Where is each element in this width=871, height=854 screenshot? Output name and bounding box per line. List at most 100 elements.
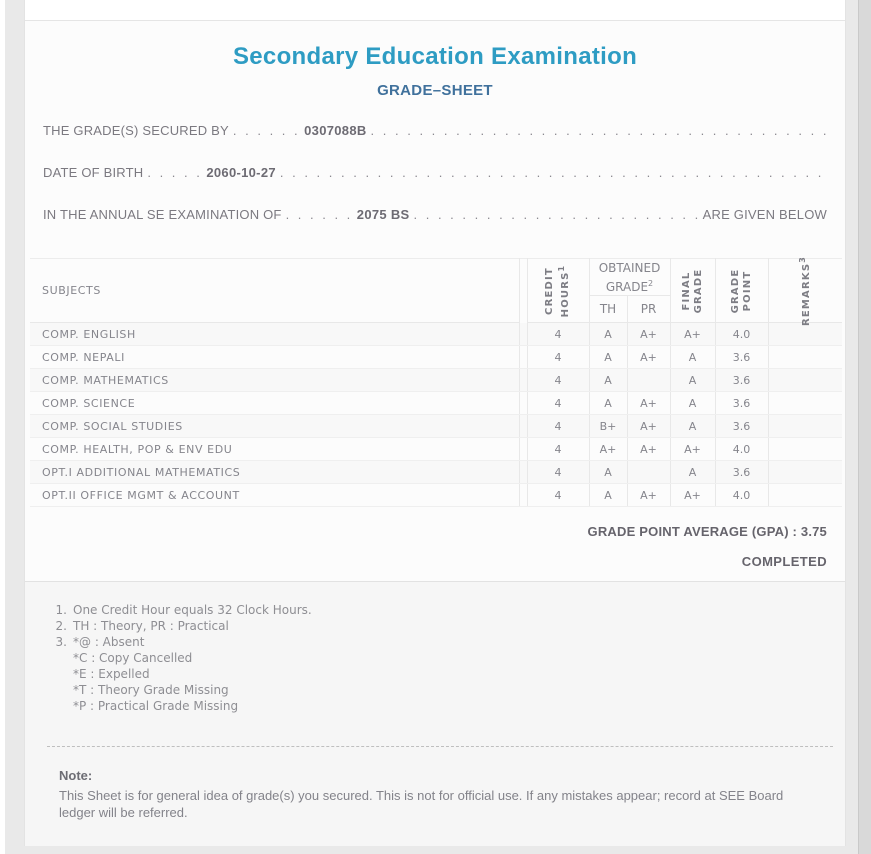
gpa-line: GRADE POINT AVERAGE (GPA) : 3.75: [25, 524, 827, 539]
theory-grade-cell: B+: [588, 414, 627, 438]
credit-cell: 4: [526, 437, 589, 461]
column-header-grade-point: GRADE POINT: [714, 258, 768, 323]
dashed-divider: [47, 746, 833, 747]
practical-grade-cell: A+: [626, 322, 670, 346]
grade-point-cell: 3.6: [714, 414, 768, 438]
gpa-value: 3.75: [800, 524, 827, 539]
card-top-strip: [25, 0, 845, 21]
credit-cell: 4: [526, 322, 589, 346]
gpa-label: GRADE POINT AVERAGE (GPA) :: [587, 524, 798, 539]
practical-grade-cell: A+: [626, 437, 670, 461]
remarks-cell: [767, 483, 842, 507]
subject-cell: COMP. HEALTH, POP & ENV EDU: [30, 437, 520, 461]
column-header-final-grade: FINAL GRADE: [669, 258, 715, 323]
result-status: COMPLETED: [741, 554, 827, 569]
column-header-credit-hours: CREDIT HOURS1: [526, 258, 589, 323]
final-grade-cell: A+: [669, 483, 715, 507]
practical-grade-cell: [626, 368, 670, 392]
theory-grade-cell: A: [588, 391, 627, 415]
final-grade-cell: A: [669, 391, 715, 415]
table-row: COMP. SCIENCE 4 A A+ A 3.6: [30, 391, 842, 415]
note-block: Note: This Sheet is for general idea of …: [45, 747, 835, 821]
remarks-cell: [767, 414, 842, 438]
credit-cell: 4: [526, 483, 589, 507]
page-title: Secondary Education Examination: [232, 43, 638, 70]
grade-point-cell: 4.0: [714, 483, 768, 507]
subject-cell: COMP. ENGLISH: [30, 322, 520, 346]
dot-leader-fill: . . . . . . . . . . . . . . . . . . . . …: [413, 207, 703, 222]
grade-point-cell: 3.6: [714, 345, 768, 369]
examination-year-value: 2075 BS: [356, 207, 410, 222]
theory-grade-cell: A: [588, 322, 627, 346]
final-grade-cell: A+: [669, 437, 715, 461]
practical-grade-cell: A+: [626, 483, 670, 507]
subject-cell: COMP. SOCIAL STUDIES: [30, 414, 520, 438]
credit-cell: 4: [526, 460, 589, 484]
remarks-cell: [767, 437, 842, 461]
dot-leader: . . . . . .: [232, 123, 301, 138]
credit-cell: 4: [526, 368, 589, 392]
symbol-number-value: 0307088B: [304, 123, 367, 138]
remarks-cell: [767, 322, 842, 346]
table-row: COMP. NEPALI 4 A A+ A 3.6: [30, 345, 842, 369]
grade-point-cell: 4.0: [714, 437, 768, 461]
grade-sheet-card: Secondary Education Examination GRADE–SH…: [24, 0, 846, 846]
footnote-subitem: *P : Practical Grade Missing: [73, 699, 239, 713]
window-left-edge: [0, 0, 5, 854]
examination-year-line: IN THE ANNUAL SE EXAMINATION OF . . . . …: [43, 207, 827, 225]
grade-point-cell: 4.0: [714, 322, 768, 346]
grade-point-cell: 3.6: [714, 460, 768, 484]
column-header-subjects: SUBJECTS: [30, 258, 520, 323]
theory-grade-cell: A: [588, 368, 627, 392]
date-of-birth-label: DATE OF BIRTH: [43, 165, 144, 180]
credit-cell: 4: [526, 391, 589, 415]
practical-grade-cell: A+: [626, 391, 670, 415]
final-grade-cell: A: [669, 460, 715, 484]
footnotes-section: 1. One Credit Hour equals 32 Clock Hours…: [25, 581, 845, 846]
dot-leader-fill: . . . . . . . . . . . . . . . . . . . . …: [279, 165, 827, 180]
table-row: COMP. HEALTH, POP & ENV EDU 4 A+ A+ A+ 4…: [30, 437, 842, 461]
candidate-info-block: THE GRADE(S) SECURED BY . . . . . . 0307…: [43, 123, 827, 249]
table-row: COMP. ENGLISH 4 A A+ A+ 4.0: [30, 322, 842, 346]
table-row: COMP. SOCIAL STUDIES 4 B+ A+ A 3.6: [30, 414, 842, 438]
credit-cell: 4: [526, 414, 589, 438]
grade-point-cell: 3.6: [714, 368, 768, 392]
footnote-subitem: *C : Copy Cancelled: [73, 651, 193, 665]
column-header-obtained-grade: OBTAINED GRADE2: [588, 258, 670, 296]
subject-cell: OPT.II OFFICE MGMT & ACCOUNT: [30, 483, 520, 507]
table-row: COMP. MATHEMATICS 4 A A 3.6: [30, 368, 842, 392]
theory-grade-cell: A+: [588, 437, 627, 461]
theory-grade-cell: A: [588, 483, 627, 507]
dot-leader: . . . . . .: [285, 207, 353, 222]
theory-grade-cell: A: [588, 345, 627, 369]
remarks-cell: [767, 345, 842, 369]
footnote-item: 2. TH : Theory, PR : Practical: [55, 619, 229, 633]
subject-cell: COMP. NEPALI: [30, 345, 520, 369]
secured-by-label: THE GRADE(S) SECURED BY: [43, 123, 229, 138]
practical-grade-cell: A+: [626, 414, 670, 438]
remarks-cell: [767, 368, 842, 392]
final-grade-cell: A: [669, 345, 715, 369]
subject-cell: COMP. MATHEMATICS: [30, 368, 520, 392]
final-grade-cell: A+: [669, 322, 715, 346]
final-grade-cell: A: [669, 368, 715, 392]
page-subtitle: GRADE–SHEET: [377, 82, 493, 99]
note-heading: Note:: [59, 768, 93, 783]
grade-point-cell: 3.6: [714, 391, 768, 415]
practical-grade-cell: A+: [626, 345, 670, 369]
remarks-cell: [767, 391, 842, 415]
practical-grade-cell: [626, 460, 670, 484]
column-header-theory: TH: [588, 295, 627, 323]
column-spacer: [519, 259, 527, 323]
table-row: OPT.I ADDITIONAL MATHEMATICS 4 A A 3.6: [30, 460, 842, 484]
footnote-subitem: *E : Expelled: [73, 667, 150, 681]
final-grade-cell: A: [669, 414, 715, 438]
table-row: OPT.II OFFICE MGMT & ACCOUNT 4 A A+ A+ 4…: [30, 483, 842, 507]
date-of-birth-value: 2060-10-27: [206, 165, 276, 180]
examination-year-label: IN THE ANNUAL SE EXAMINATION OF: [43, 207, 282, 222]
scrollbar-track[interactable]: [858, 0, 871, 854]
date-of-birth-line: DATE OF BIRTH . . . . . 2060-10-27 . . .…: [43, 165, 827, 183]
subject-cell: COMP. SCIENCE: [30, 391, 520, 415]
secured-by-line: THE GRADE(S) SECURED BY . . . . . . 0307…: [43, 123, 827, 141]
column-header-practical: PR: [626, 295, 670, 323]
